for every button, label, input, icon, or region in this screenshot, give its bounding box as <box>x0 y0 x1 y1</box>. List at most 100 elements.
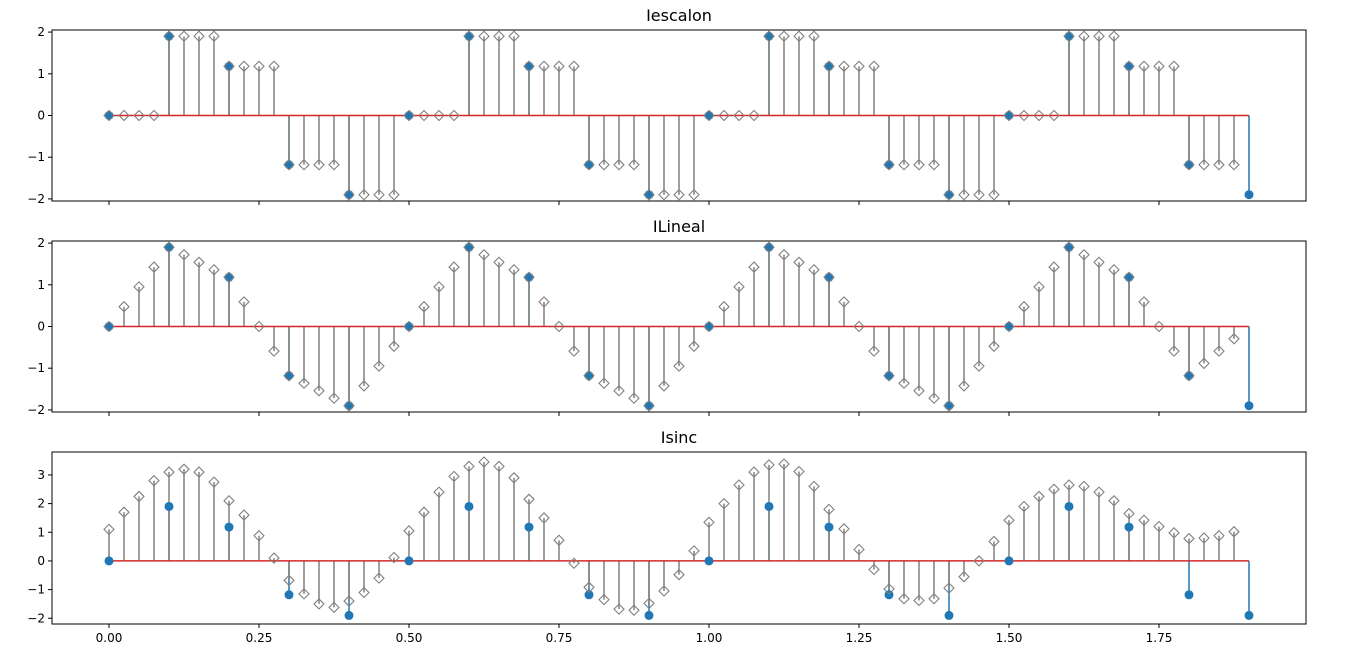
x-tick-label: 1.25 <box>846 631 873 645</box>
subplot-title: ILineal <box>653 217 705 236</box>
interp-marker <box>1123 60 1135 73</box>
interp-marker <box>358 380 370 392</box>
interp-marker <box>838 523 850 535</box>
interp-marker <box>883 158 895 171</box>
interp-marker <box>103 320 115 333</box>
sample-marker <box>104 322 114 331</box>
interp-marker <box>793 30 805 43</box>
interp-marker <box>1003 109 1015 122</box>
sample-marker <box>824 61 834 71</box>
interp-marker <box>1063 479 1075 491</box>
interp-marker <box>328 601 340 614</box>
interp-marker <box>1138 60 1150 73</box>
sample-marker <box>1244 610 1254 620</box>
interp-marker <box>1048 483 1060 496</box>
interp-marker <box>553 320 565 333</box>
interp-marker <box>1093 30 1105 43</box>
interp-marker <box>283 369 295 382</box>
interp-marker <box>223 271 235 284</box>
interp-marker <box>493 30 505 43</box>
interp-marker <box>1078 248 1090 261</box>
y-tick-label: −2 <box>27 611 45 625</box>
interp-marker <box>148 261 160 273</box>
interp-marker <box>1093 486 1105 498</box>
interp-marker <box>748 109 760 122</box>
y-tick-label: 0 <box>37 554 45 568</box>
interp-marker <box>628 392 640 405</box>
interp-marker <box>808 30 820 43</box>
interp-marker <box>418 109 430 122</box>
interp-marker <box>118 109 130 122</box>
interp-marker <box>628 604 640 617</box>
interp-marker <box>283 574 295 587</box>
interp-marker <box>478 248 490 261</box>
x-tick-label: 0.75 <box>546 631 573 645</box>
interp-marker <box>913 384 925 397</box>
interp-marker <box>658 585 670 597</box>
interp-marker <box>163 466 175 478</box>
interp-marker <box>793 465 805 478</box>
sample-marker <box>644 401 654 411</box>
interp-marker <box>448 109 460 122</box>
sample-marker <box>944 401 954 411</box>
interp-marker <box>658 380 670 392</box>
interp-marker <box>883 583 895 595</box>
sample-marker <box>164 31 174 41</box>
sample-marker <box>164 242 174 252</box>
interp-marker <box>148 109 160 122</box>
sample-marker <box>344 190 354 200</box>
y-tick-label: −1 <box>27 583 45 597</box>
interp-marker <box>298 377 310 389</box>
interp-marker <box>193 466 205 478</box>
interp-marker <box>838 296 850 308</box>
interp-marker <box>1093 256 1105 269</box>
interp-marker <box>388 340 400 353</box>
x-tick-label: 0.25 <box>246 631 273 645</box>
sample-marker <box>764 31 774 41</box>
interp-marker <box>913 594 925 607</box>
interp-marker <box>808 480 820 493</box>
interp-marker <box>988 535 1000 548</box>
interp-marker <box>1138 296 1150 308</box>
interp-marker <box>178 248 190 261</box>
interp-marker <box>763 241 775 254</box>
sample-marker <box>944 610 954 620</box>
sample-marker <box>704 111 714 120</box>
y-tick-label: 2 <box>37 236 45 250</box>
interp-marker <box>1198 532 1210 544</box>
interp-marker <box>1063 241 1075 254</box>
interp-marker <box>1018 500 1030 513</box>
sample-marker <box>764 242 774 252</box>
interp-marker <box>1153 320 1165 333</box>
interp-marker <box>973 188 985 201</box>
interp-marker <box>493 256 505 269</box>
interp-marker <box>883 369 895 382</box>
interp-marker <box>703 109 715 122</box>
sample-marker <box>1184 160 1194 170</box>
interp-marker <box>673 188 685 201</box>
sample-marker <box>644 190 654 200</box>
interp-marker <box>223 60 235 73</box>
interp-marker <box>733 109 745 122</box>
interp-marker <box>553 60 565 73</box>
interp-marker <box>208 264 220 276</box>
interp-marker <box>748 261 760 273</box>
interp-marker <box>1108 264 1120 276</box>
axes-frame <box>51 451 1307 625</box>
interp-marker <box>1153 520 1165 533</box>
interp-marker <box>1018 300 1030 313</box>
interp-marker <box>553 534 565 547</box>
sample-marker <box>1124 272 1134 282</box>
interp-marker <box>373 360 385 372</box>
interp-marker <box>253 529 265 542</box>
interp-marker <box>973 555 985 567</box>
interp-marker <box>373 188 385 201</box>
sample-marker <box>524 61 534 71</box>
sample-marker <box>464 31 474 41</box>
interp-marker <box>373 572 385 584</box>
y-tick-label: −1 <box>27 150 45 164</box>
interp-marker <box>403 109 415 122</box>
interp-marker <box>238 60 250 73</box>
interp-marker <box>433 281 445 293</box>
interp-marker <box>763 30 775 43</box>
